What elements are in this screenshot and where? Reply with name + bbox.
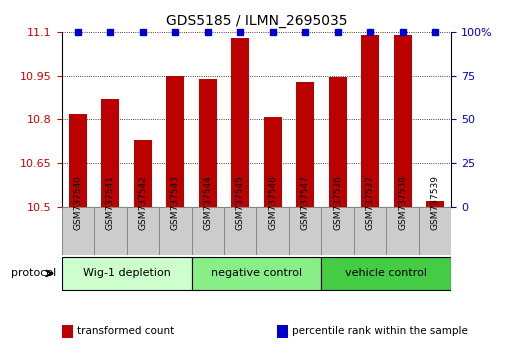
FancyBboxPatch shape xyxy=(94,207,127,255)
Text: GSM737537: GSM737537 xyxy=(366,175,374,230)
Bar xyxy=(166,76,184,207)
FancyBboxPatch shape xyxy=(224,207,256,255)
Bar xyxy=(199,79,216,207)
Text: GSM737541: GSM737541 xyxy=(106,175,115,230)
Text: GSM737545: GSM737545 xyxy=(236,175,245,230)
FancyBboxPatch shape xyxy=(191,207,224,255)
FancyBboxPatch shape xyxy=(127,207,159,255)
Bar xyxy=(134,140,152,207)
FancyBboxPatch shape xyxy=(419,207,451,255)
FancyBboxPatch shape xyxy=(322,207,354,255)
Bar xyxy=(361,35,379,207)
Text: GSM737542: GSM737542 xyxy=(139,175,147,230)
Bar xyxy=(426,201,444,207)
Bar xyxy=(297,81,314,207)
FancyBboxPatch shape xyxy=(62,257,191,290)
Text: transformed count: transformed count xyxy=(77,326,174,336)
Text: Wig-1 depletion: Wig-1 depletion xyxy=(83,268,170,279)
Bar xyxy=(102,99,119,207)
FancyBboxPatch shape xyxy=(159,207,191,255)
Text: negative control: negative control xyxy=(211,268,302,279)
Title: GDS5185 / ILMN_2695035: GDS5185 / ILMN_2695035 xyxy=(166,14,347,28)
FancyBboxPatch shape xyxy=(191,257,322,290)
Text: protocol: protocol xyxy=(11,268,56,279)
Bar xyxy=(264,116,282,207)
Text: GSM737539: GSM737539 xyxy=(431,175,440,230)
Text: GSM737546: GSM737546 xyxy=(268,175,277,230)
Text: GSM737543: GSM737543 xyxy=(171,175,180,230)
FancyBboxPatch shape xyxy=(354,207,386,255)
FancyBboxPatch shape xyxy=(386,207,419,255)
Text: percentile rank within the sample: percentile rank within the sample xyxy=(292,326,468,336)
Bar xyxy=(231,38,249,207)
FancyBboxPatch shape xyxy=(322,257,451,290)
Text: GSM737538: GSM737538 xyxy=(398,175,407,230)
Text: GSM737544: GSM737544 xyxy=(203,175,212,230)
FancyBboxPatch shape xyxy=(256,207,289,255)
Bar xyxy=(69,114,87,207)
Text: GSM737540: GSM737540 xyxy=(73,175,82,230)
Text: vehicle control: vehicle control xyxy=(345,268,427,279)
Bar xyxy=(329,77,347,207)
Bar xyxy=(394,35,411,207)
FancyBboxPatch shape xyxy=(62,207,94,255)
Text: GSM737547: GSM737547 xyxy=(301,175,310,230)
Text: GSM737536: GSM737536 xyxy=(333,175,342,230)
FancyBboxPatch shape xyxy=(289,207,322,255)
